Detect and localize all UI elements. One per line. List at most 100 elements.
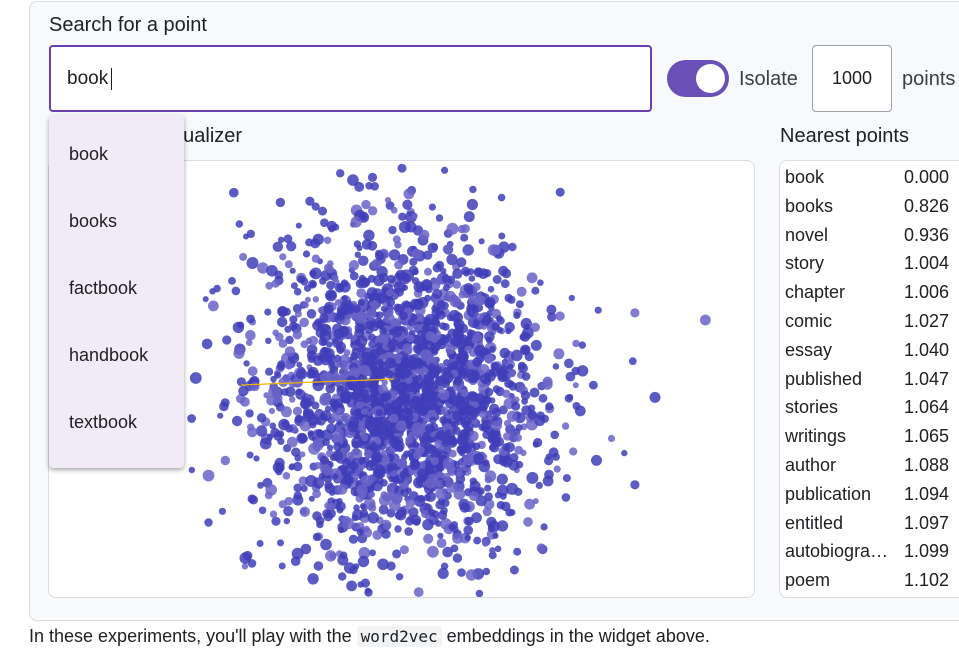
embedding-point[interactable] bbox=[421, 510, 429, 519]
embedding-point[interactable] bbox=[324, 483, 335, 494]
embedding-point[interactable] bbox=[491, 407, 501, 418]
embedding-point[interactable] bbox=[361, 239, 373, 250]
embedding-point[interactable] bbox=[383, 368, 394, 379]
embedding-point[interactable] bbox=[312, 511, 322, 521]
embedding-point[interactable] bbox=[259, 437, 272, 450]
embedding-point[interactable] bbox=[531, 286, 540, 295]
embedding-point[interactable] bbox=[411, 212, 418, 219]
embedding-point[interactable] bbox=[312, 532, 321, 542]
embedding-point[interactable] bbox=[492, 275, 502, 284]
embedding-point[interactable] bbox=[376, 292, 388, 304]
embedding-point[interactable] bbox=[307, 369, 317, 378]
embedding-point[interactable] bbox=[293, 287, 302, 296]
embedding-point[interactable] bbox=[231, 286, 241, 296]
embedding-point[interactable] bbox=[390, 206, 398, 214]
embedding-point[interactable] bbox=[278, 562, 286, 570]
embedding-point[interactable] bbox=[401, 284, 408, 291]
embedding-point[interactable] bbox=[382, 391, 392, 401]
embedding-point[interactable] bbox=[283, 517, 290, 525]
embedding-point[interactable] bbox=[374, 467, 386, 479]
embedding-point[interactable] bbox=[452, 553, 463, 563]
embedding-point[interactable] bbox=[457, 568, 466, 577]
embedding-point[interactable] bbox=[364, 587, 371, 594]
embedding-point[interactable] bbox=[474, 344, 487, 357]
embedding-point[interactable] bbox=[505, 508, 514, 517]
embedding-point[interactable] bbox=[371, 389, 380, 398]
embedding-point[interactable] bbox=[436, 300, 446, 310]
dropdown-item[interactable]: books bbox=[69, 211, 118, 231]
embedding-point[interactable] bbox=[308, 279, 317, 289]
embedding-point[interactable] bbox=[412, 268, 419, 276]
embedding-point[interactable] bbox=[245, 330, 256, 341]
embedding-point[interactable] bbox=[493, 454, 504, 465]
embedding-point[interactable] bbox=[395, 509, 407, 521]
embedding-point[interactable] bbox=[302, 408, 315, 420]
embedding-point[interactable] bbox=[463, 211, 475, 223]
embedding-point[interactable] bbox=[456, 444, 466, 455]
embedding-point[interactable] bbox=[371, 451, 382, 462]
embedding-point[interactable] bbox=[386, 289, 394, 297]
embedding-point[interactable] bbox=[430, 450, 439, 459]
embedding-point[interactable] bbox=[343, 349, 351, 357]
embedding-point[interactable] bbox=[319, 330, 332, 342]
embedding-point[interactable] bbox=[265, 367, 274, 376]
embedding-point[interactable] bbox=[472, 282, 481, 292]
embedding-point[interactable] bbox=[335, 501, 346, 512]
embedding-point[interactable] bbox=[484, 470, 497, 482]
embedding-point[interactable] bbox=[266, 395, 276, 406]
embedding-point[interactable] bbox=[246, 451, 254, 459]
embedding-point[interactable] bbox=[472, 442, 481, 451]
embedding-point[interactable] bbox=[277, 360, 285, 369]
embedding-point[interactable] bbox=[422, 250, 433, 260]
embedding-point[interactable] bbox=[228, 277, 236, 285]
embedding-point[interactable] bbox=[463, 454, 474, 466]
embedding-point[interactable] bbox=[342, 474, 351, 483]
embedding-point[interactable] bbox=[378, 423, 390, 434]
embedding-point[interactable] bbox=[348, 534, 358, 544]
embedding-point[interactable] bbox=[477, 268, 489, 279]
embedding-point[interactable] bbox=[372, 530, 383, 540]
embedding-point[interactable] bbox=[350, 448, 363, 461]
embedding-point[interactable] bbox=[326, 341, 333, 348]
embedding-point[interactable] bbox=[356, 528, 364, 536]
embedding-point[interactable] bbox=[457, 365, 465, 373]
embedding-point[interactable] bbox=[423, 316, 432, 325]
embedding-point[interactable] bbox=[357, 456, 366, 465]
embedding-point[interactable] bbox=[381, 456, 390, 465]
embedding-point[interactable] bbox=[504, 442, 515, 453]
embedding-point[interactable] bbox=[446, 481, 458, 493]
embedding-point[interactable] bbox=[630, 480, 640, 490]
embedding-point[interactable] bbox=[530, 339, 542, 351]
embedding-point[interactable] bbox=[235, 220, 243, 228]
embedding-point[interactable] bbox=[421, 431, 431, 441]
embedding-point[interactable] bbox=[365, 309, 377, 320]
embedding-point[interactable] bbox=[565, 371, 576, 382]
embedding-point[interactable] bbox=[349, 461, 359, 471]
embedding-point[interactable] bbox=[500, 279, 510, 289]
embedding-point[interactable] bbox=[399, 367, 411, 379]
embedding-point[interactable] bbox=[547, 312, 557, 322]
embedding-point[interactable] bbox=[246, 314, 255, 324]
embedding-point[interactable] bbox=[418, 406, 428, 416]
embedding-point[interactable] bbox=[256, 413, 267, 423]
embedding-point[interactable] bbox=[367, 172, 378, 182]
embedding-point[interactable] bbox=[320, 455, 329, 465]
embedding-point[interactable] bbox=[359, 364, 371, 376]
embedding-point[interactable] bbox=[355, 279, 365, 289]
embedding-point[interactable] bbox=[402, 199, 413, 210]
embedding-point[interactable] bbox=[395, 474, 405, 484]
embedding-point[interactable] bbox=[309, 421, 317, 429]
embedding-point[interactable] bbox=[435, 214, 444, 222]
embedding-point[interactable] bbox=[357, 555, 370, 568]
embedding-point[interactable] bbox=[384, 197, 392, 204]
embedding-point[interactable] bbox=[649, 391, 661, 403]
embedding-point[interactable] bbox=[312, 355, 324, 366]
embedding-point[interactable] bbox=[466, 360, 473, 367]
embedding-point[interactable] bbox=[368, 491, 376, 498]
embedding-point[interactable] bbox=[220, 455, 230, 466]
embedding-point[interactable] bbox=[368, 333, 376, 342]
embedding-point[interactable] bbox=[443, 359, 451, 367]
embedding-point[interactable] bbox=[274, 270, 284, 280]
embedding-point[interactable] bbox=[380, 305, 387, 312]
embedding-point[interactable] bbox=[271, 516, 281, 526]
